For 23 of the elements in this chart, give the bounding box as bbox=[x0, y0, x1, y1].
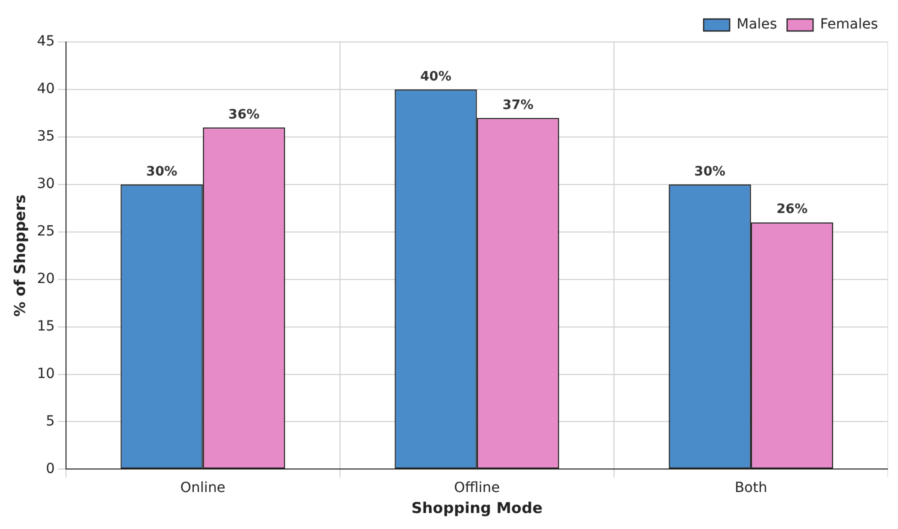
x-tick-label: Both bbox=[734, 480, 768, 496]
y-tick-label: 25 bbox=[36, 224, 55, 240]
y-tick-label: 0 bbox=[46, 460, 55, 477]
legend-label: Males bbox=[736, 16, 778, 33]
y-tick-label: 30 bbox=[36, 176, 55, 192]
x-axis-title: Shopping Mode bbox=[411, 498, 542, 517]
data-label: 36% bbox=[228, 107, 260, 122]
y-tick-label: 35 bbox=[36, 128, 55, 145]
y-tick-label: 5 bbox=[46, 413, 55, 430]
y-tick-label: 40 bbox=[36, 81, 55, 98]
y-tick-label: 45 bbox=[36, 34, 55, 50]
data-label: 30% bbox=[146, 164, 178, 180]
legend-label: Females bbox=[820, 16, 878, 33]
y-tick-label: 10 bbox=[36, 366, 55, 382]
y-tick-label: 20 bbox=[36, 270, 55, 287]
x-tick-label: Online bbox=[180, 480, 226, 496]
y-axis-title: % of Shoppers bbox=[10, 194, 29, 317]
data-label: 30% bbox=[694, 164, 726, 180]
data-label: 26% bbox=[776, 202, 808, 218]
data-label: 37% bbox=[502, 98, 534, 113]
y-tick-label: 15 bbox=[36, 318, 55, 334]
data-label: 40% bbox=[420, 69, 452, 84]
x-tick-label: Offline bbox=[454, 480, 500, 496]
